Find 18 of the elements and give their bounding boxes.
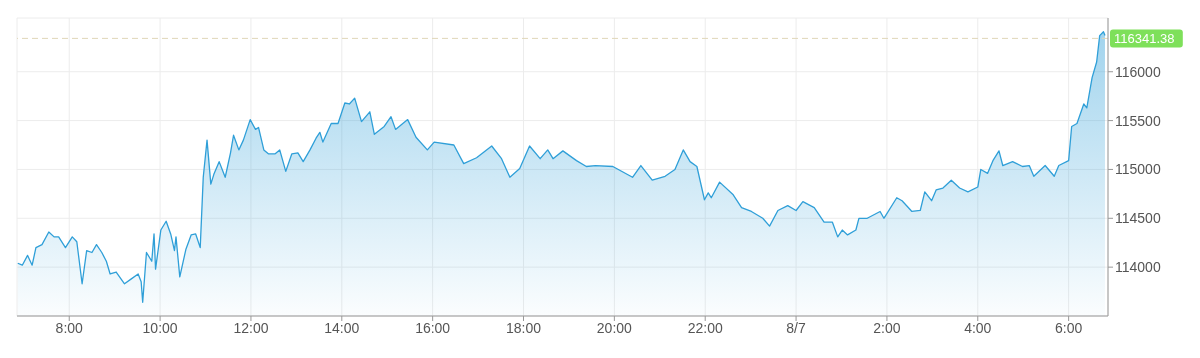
x-tick-label: 18:00 bbox=[505, 319, 542, 336]
x-tick-label: 4:00 bbox=[964, 319, 992, 336]
x-tick-label: 2:00 bbox=[873, 319, 901, 336]
y-tick-label: 114500 bbox=[1115, 210, 1161, 227]
y-tick-label: 116000 bbox=[1115, 63, 1161, 80]
x-tick-label: 14:00 bbox=[324, 319, 360, 336]
x-tick-label: 8/7 bbox=[786, 319, 807, 336]
x-tick-label: 6:00 bbox=[1055, 319, 1083, 336]
x-tick-label: 16:00 bbox=[415, 319, 451, 336]
x-tick-label: 8:00 bbox=[55, 319, 84, 336]
x-tick-label: 12:00 bbox=[233, 319, 269, 336]
y-tick-label: 115000 bbox=[1115, 161, 1161, 178]
y-tick-label: 114000 bbox=[1115, 259, 1161, 276]
x-tick-label: 20:00 bbox=[596, 319, 633, 336]
y-tick-label: 115500 bbox=[1115, 112, 1161, 129]
x-tick-label: 10:00 bbox=[142, 319, 178, 336]
ref-line-label: 116341.38 bbox=[1114, 30, 1175, 46]
x-tick-label: 22:00 bbox=[687, 319, 723, 336]
